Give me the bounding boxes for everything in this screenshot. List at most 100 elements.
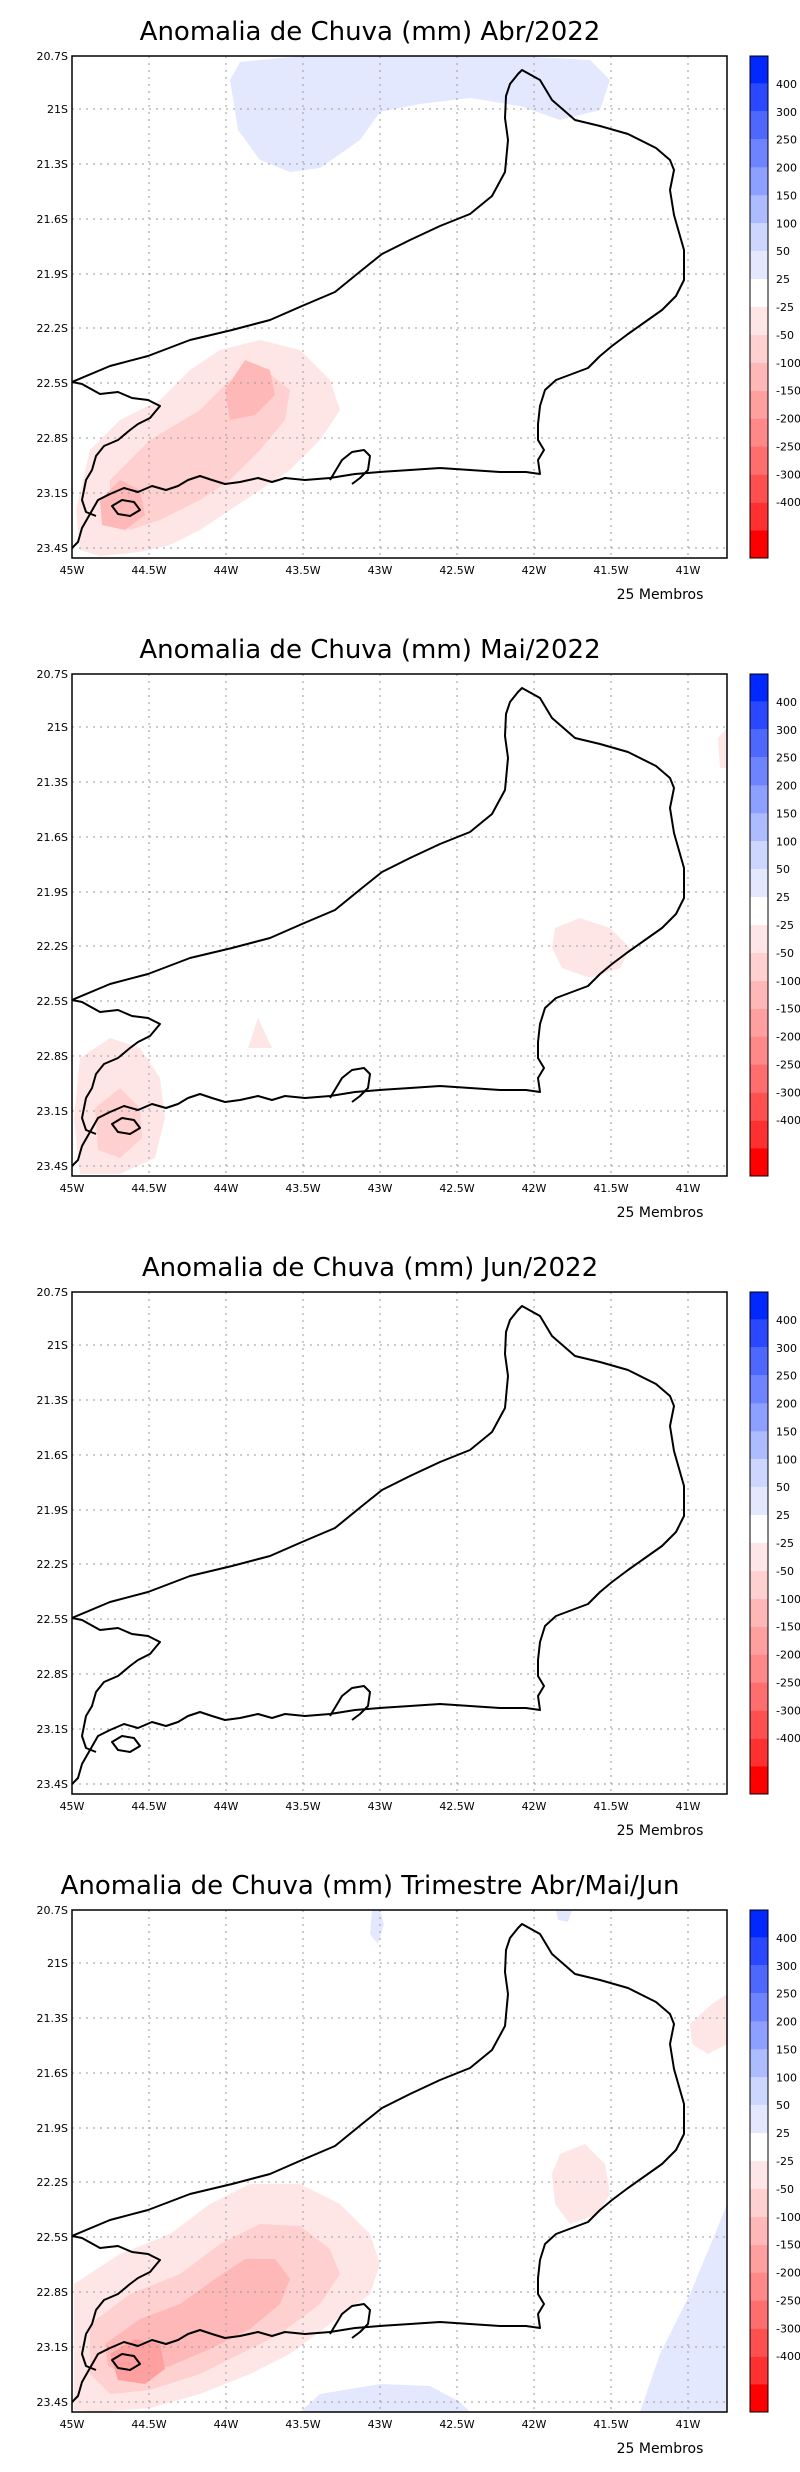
- map-frame: [71, 1291, 728, 1795]
- lon-label: 41W: [676, 564, 701, 577]
- legend-swatch: [750, 1347, 768, 1376]
- legend-swatch: [750, 2356, 768, 2385]
- legend-swatch: [750, 418, 768, 447]
- legend-swatch: [750, 223, 768, 252]
- legend-swatch: [750, 1570, 768, 1599]
- boundary-line: [329, 449, 371, 485]
- legend-label: 100: [776, 1453, 797, 1466]
- legend-swatch: [750, 2133, 768, 2161]
- color-legend: 400 300 250 200 150 100 50 25 -25 -50 -100 -150 -200…: [749, 1291, 800, 1795]
- lon-label: 41.5W: [593, 1182, 628, 1195]
- lat-label: 21.6S: [37, 213, 68, 226]
- legend-label: -25: [776, 919, 794, 932]
- legend-label: 400: [776, 696, 797, 709]
- anomaly-region: [552, 2144, 610, 2224]
- gridlines: [72, 674, 727, 1176]
- boundary-line: [72, 69, 685, 549]
- legend-swatch: [750, 785, 768, 814]
- legend-swatch: [750, 1036, 768, 1065]
- legend-label: 300: [776, 724, 797, 737]
- lat-label: 21.3S: [37, 776, 68, 789]
- legend-swatch: [750, 897, 768, 925]
- latitude-labels: 20.7S 21S 21.3S 21.6S 21.9S 22.2S 22.5S 22.8S 23…: [37, 668, 68, 1173]
- legend-swatch: [750, 925, 768, 953]
- lon-label: 41.5W: [593, 564, 628, 577]
- lon-label: 44.5W: [131, 2418, 166, 2431]
- lon-label: 43.5W: [285, 1182, 320, 1195]
- legend-swatch: [750, 1403, 768, 1432]
- legend-label: 400: [776, 1314, 797, 1327]
- legend-swatch: [750, 530, 768, 558]
- state-border-coastline: [72, 69, 685, 549]
- lon-label: 42.5W: [439, 2418, 474, 2431]
- longitude-labels: 45W 44.5W 44W 43.5W 43W 42.5W 42W 41.5W 41W: [60, 2418, 701, 2431]
- legend-swatch: [750, 167, 768, 196]
- map-title: Anomalia de Chuva (mm) Jun/2022: [142, 1253, 598, 1283]
- legend-label: 150: [776, 1425, 797, 1438]
- legend-label: -150: [776, 1621, 800, 1634]
- anomaly-region: [718, 728, 727, 768]
- lon-label: 41W: [676, 1800, 701, 1813]
- boundary-line: [72, 1305, 685, 1785]
- legend-label: -300: [776, 2322, 800, 2335]
- legend-label: 50: [776, 245, 790, 258]
- legend-swatch: [750, 757, 768, 786]
- lon-label: 42W: [522, 2418, 547, 2431]
- legend-swatch: [750, 195, 768, 224]
- legend-label: 250: [776, 752, 797, 765]
- legend-label: 200: [776, 2016, 797, 2029]
- lat-label: 21.3S: [37, 2012, 68, 2025]
- lat-label: 20.7S: [37, 1286, 68, 1299]
- lat-label: 23.4S: [37, 1778, 68, 1791]
- legend-swatch: [750, 1543, 768, 1571]
- lon-label: 44W: [214, 1182, 239, 1195]
- legend-swatch: [750, 1993, 768, 2022]
- lon-label: 43.5W: [285, 1800, 320, 1813]
- legend-swatch: [750, 1459, 768, 1488]
- legend-label: -150: [776, 2239, 800, 2252]
- island-outline: [111, 1735, 141, 1753]
- lat-label: 21.9S: [37, 268, 68, 281]
- lat-label: 23.1S: [37, 1723, 68, 1736]
- lon-label: 42W: [522, 1182, 547, 1195]
- lat-label: 23.4S: [37, 542, 68, 555]
- state-border-coastline: [72, 687, 685, 1167]
- legend-swatch: [750, 869, 768, 898]
- legend-swatch: [750, 2384, 768, 2412]
- legend-swatch: [750, 139, 768, 168]
- legend-swatch: [750, 2105, 768, 2134]
- lon-label: 43W: [368, 564, 393, 577]
- anomaly-region: [300, 2384, 470, 2412]
- legend-label: -25: [776, 1537, 794, 1550]
- legend-frame: [749, 1909, 769, 2413]
- lon-label: 45W: [60, 1800, 85, 1813]
- map-title: Anomalia de Chuva (mm) Abr/2022: [140, 17, 601, 47]
- legend-label: -250: [776, 440, 800, 453]
- legend-swatch: [750, 56, 768, 84]
- legend-label: -100: [776, 1593, 800, 1606]
- legend-label: 100: [776, 835, 797, 848]
- legend-label: -100: [776, 357, 800, 370]
- legend-label: 100: [776, 217, 797, 230]
- legend-swatch: [750, 2188, 768, 2217]
- anomaly-map-abr: Anomalia de Chuva (mm) Abr/2022 20.7S 21S…: [37, 17, 800, 603]
- members-note: 25 Membros: [617, 1823, 704, 1839]
- lat-label: 22.2S: [37, 322, 68, 335]
- legend-label: 300: [776, 1960, 797, 1973]
- legend-label: 200: [776, 162, 797, 175]
- legend-swatch: [750, 1120, 768, 1149]
- legend-swatch: [750, 980, 768, 1009]
- map-title: Anomalia de Chuva (mm) Trimestre Abr/Mai…: [61, 1871, 680, 1901]
- legend-label: 25: [776, 273, 790, 286]
- legend-label: -250: [776, 2294, 800, 2307]
- island-outline: [111, 2353, 141, 2371]
- legend-frame: [749, 673, 769, 1177]
- color-legend: 400 300 250 200 150 100 50 25 -25 -50 -100 -150 -200…: [749, 673, 800, 1177]
- legend-label: -300: [776, 1086, 800, 1099]
- map-frame: [71, 673, 728, 1177]
- legend-swatch: [750, 446, 768, 475]
- lat-label: 23.1S: [37, 487, 68, 500]
- anomaly-region: [370, 1910, 384, 1944]
- legend-swatch: [750, 1487, 768, 1516]
- lat-label: 21.9S: [37, 2122, 68, 2135]
